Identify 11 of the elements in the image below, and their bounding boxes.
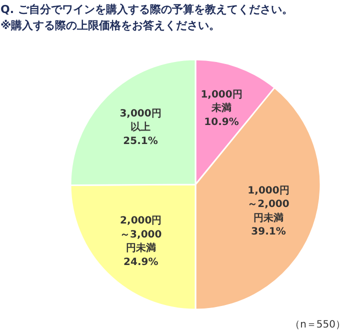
data-label: 24.9% (124, 256, 158, 268)
slice-label: 3,000円以上 (120, 108, 162, 134)
slice-label: 1,000円～2,000円未満 (248, 185, 290, 224)
chart-subtitle: ※購入する際の上限価格をお答えください。 (0, 19, 220, 32)
slice-label: 1,000円未満 (200, 89, 242, 114)
data-label: 25.1% (123, 136, 158, 147)
data-label: 39.1% (251, 226, 286, 238)
text: （n＝550） (290, 320, 346, 330)
chart-title: Q. ご自分でワインを購入する際の予算を教えてください。 (0, 3, 293, 16)
slice-label: 2,000円～3,000円未満 (120, 216, 162, 254)
data-label: 10.9% (204, 116, 239, 128)
